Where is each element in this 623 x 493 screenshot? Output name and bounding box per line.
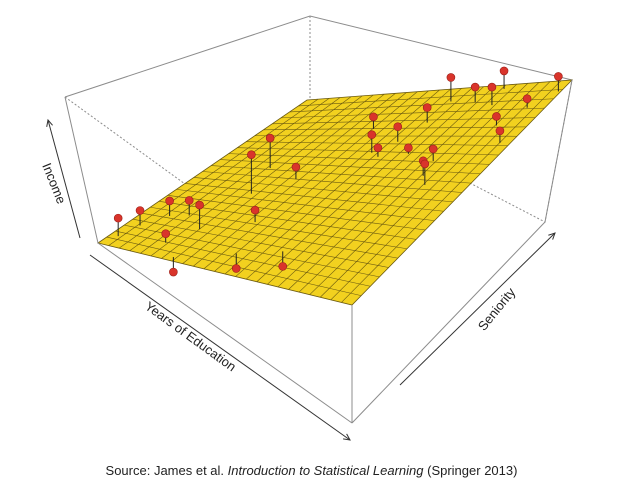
data-point (135, 206, 145, 215)
bounding-box-front (64, 79, 573, 424)
axis-arrows (46, 118, 556, 441)
plane-grid-line (298, 89, 563, 107)
plane-surface (97, 79, 574, 306)
plane-grid-line (289, 98, 554, 113)
y-axis-arrow (399, 232, 556, 386)
data-point (373, 143, 383, 153)
y-axis-arrow-head (548, 232, 556, 240)
data-point (291, 162, 301, 172)
z-axis-arrow-head (46, 118, 53, 127)
y-axis-label: Seniority (475, 284, 519, 333)
data-point (522, 94, 532, 104)
plane-grid-line (330, 81, 551, 301)
x-axis-label: Years of Education (142, 298, 239, 374)
caption-prefix: Source: James et al. (105, 463, 228, 478)
x-axis-arrow-head (343, 433, 351, 441)
data-point (420, 159, 430, 169)
data-point (367, 130, 377, 140)
caption-book-title: Introduction to Statistical Learning (227, 463, 424, 478)
data-point (278, 262, 288, 271)
plane-grid-line (280, 107, 545, 119)
data-point (113, 213, 123, 223)
data-point (265, 133, 275, 143)
data-point (404, 143, 413, 153)
data-points (113, 66, 563, 277)
data-point (422, 103, 432, 112)
data-point (393, 122, 403, 132)
data-point (470, 82, 480, 92)
regression-plane-3d-plot: Income Years of Education Seniority (39, 15, 574, 441)
data-point (492, 112, 501, 121)
box-edge-floor-front-right (351, 221, 546, 424)
regression-plane (97, 79, 574, 306)
data-point (195, 200, 204, 210)
box-edge-top-back (64, 15, 573, 98)
data-point (499, 66, 509, 76)
data-point (169, 267, 178, 277)
box-edge-front-left (64, 96, 99, 244)
data-point (487, 82, 497, 92)
data-point (165, 196, 174, 206)
data-point (184, 196, 194, 205)
plane-grid-line (341, 80, 562, 303)
source-caption: Source: James et al. Introduction to Sta… (0, 463, 623, 478)
z-axis-label: Income (39, 161, 69, 206)
data-point (428, 144, 438, 154)
box-edge-floor-front-left (97, 242, 353, 424)
data-point (231, 264, 241, 273)
plane-grid-line (320, 82, 540, 298)
caption-suffix: (Springer 2013) (423, 463, 518, 478)
data-point (554, 72, 563, 81)
data-point (250, 205, 260, 215)
data-point (495, 126, 505, 136)
box-edge-back-right (544, 79, 573, 223)
plane-grid-line (272, 117, 536, 125)
data-point (369, 112, 378, 122)
data-point (161, 229, 170, 238)
z-axis-arrow (47, 119, 81, 239)
x-axis-arrow (89, 254, 351, 441)
data-point (446, 73, 456, 82)
data-point (247, 150, 256, 159)
